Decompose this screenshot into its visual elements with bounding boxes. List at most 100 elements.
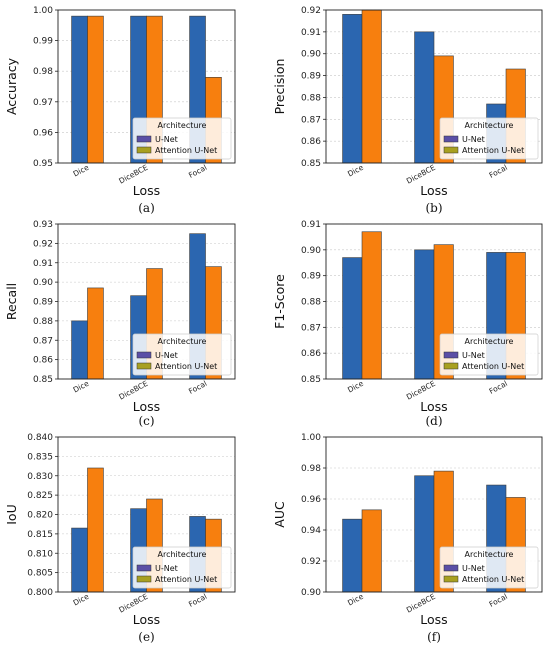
legend-entry: U-Net xyxy=(155,564,178,573)
y-tick-label: 0.92 xyxy=(33,239,53,249)
legend-title: Architecture xyxy=(465,121,514,130)
bar-unet-dice xyxy=(71,527,88,593)
legend-swatch xyxy=(443,362,459,370)
legend-swatch xyxy=(136,564,152,572)
legend-entry: U-Net xyxy=(155,135,178,144)
x-tick-label: Dice xyxy=(346,163,365,179)
y-tick-label: 0.86 xyxy=(301,349,321,359)
y-axis-label: AUC xyxy=(272,501,287,528)
x-tick-label: Dice xyxy=(346,592,365,608)
y-tick-label: 0.800 xyxy=(27,588,53,598)
y-tick-label: 0.87 xyxy=(301,323,321,333)
legend-swatch xyxy=(136,146,152,154)
x-tick-label: Dice xyxy=(72,592,91,608)
legend-title: Architecture xyxy=(465,337,514,346)
bar-unet-dicebce xyxy=(414,31,435,164)
x-axis-label: Loss xyxy=(133,612,160,627)
panel-caption: (e) xyxy=(138,630,154,644)
bar-attention-unet-dice xyxy=(361,509,382,593)
y-tick-label: 0.840 xyxy=(27,433,53,443)
x-tick-label: Dice xyxy=(72,163,91,179)
y-axis-label: IoU xyxy=(4,504,19,524)
y-tick-label: 0.87 xyxy=(33,336,53,346)
legend-box xyxy=(132,546,232,589)
y-tick-label: 0.86 xyxy=(33,356,53,366)
legend-title: Architecture xyxy=(465,550,514,559)
y-tick-label: 0.90 xyxy=(301,246,321,256)
legend-title: Architecture xyxy=(158,121,207,130)
y-tick-label: 0.89 xyxy=(301,72,321,82)
x-tick-label: Focal xyxy=(488,379,509,396)
x-axis-label: Loss xyxy=(133,183,160,198)
bar-attention-unet-dice xyxy=(87,287,104,380)
legend-swatch xyxy=(443,351,459,359)
y-tick-label: 0.94 xyxy=(301,526,321,536)
y-tick-label: 0.88 xyxy=(33,317,53,327)
bar-unet-dicebce xyxy=(414,249,435,380)
legend-swatch xyxy=(443,575,459,583)
bar-unet-dice xyxy=(342,518,363,593)
y-tick-label: 1.00 xyxy=(33,6,53,16)
panel-caption: (d) xyxy=(425,414,442,428)
legend-swatch xyxy=(136,362,152,370)
legend-swatch xyxy=(443,135,459,143)
legend-entry: U-Net xyxy=(462,564,485,573)
x-tick-label: Dice xyxy=(346,379,365,395)
legend-box xyxy=(439,333,539,376)
x-tick-label: Focal xyxy=(488,163,509,180)
y-tick-label: 0.810 xyxy=(27,549,53,559)
y-tick-label: 0.90 xyxy=(301,588,321,598)
y-tick-label: 0.89 xyxy=(301,272,321,282)
y-tick-label: 0.85 xyxy=(301,159,321,169)
legend-entry: Attention U-Net xyxy=(462,575,524,584)
y-tick-label: 0.91 xyxy=(301,220,321,230)
legend: Architecture U-Net Attention U-Net xyxy=(132,546,232,589)
y-tick-label: 0.91 xyxy=(33,259,53,269)
y-tick-label: 0.90 xyxy=(33,278,53,288)
legend-entry: Attention U-Net xyxy=(155,146,217,155)
y-tick-label: 0.815 xyxy=(27,530,53,540)
legend-entry: U-Net xyxy=(155,351,178,360)
y-tick-label: 0.96 xyxy=(33,128,53,138)
legend-entry: Attention U-Net xyxy=(462,146,524,155)
y-tick-label: 0.88 xyxy=(301,93,321,103)
panel-caption: (f) xyxy=(427,630,441,644)
panel-caption: (c) xyxy=(138,414,154,428)
legend-entry: Attention U-Net xyxy=(155,362,217,371)
y-tick-label: 1.00 xyxy=(301,433,321,443)
y-tick-label: 0.97 xyxy=(33,98,53,108)
y-axis-label: Precision xyxy=(272,59,287,115)
y-tick-label: 0.805 xyxy=(27,569,53,579)
y-axis-label: Recall xyxy=(4,283,19,320)
legend-entry: Attention U-Net xyxy=(462,362,524,371)
chart-panel-3: 0.85 0.86 0.87 0.88 0.89 0.90 0.91 0.92 0.93 Dice… xyxy=(4,220,236,428)
legend: Architecture U-Net Attention U-Net xyxy=(439,546,539,589)
y-tick-label: 0.87 xyxy=(301,115,321,125)
legend-swatch xyxy=(136,575,152,583)
y-tick-label: 0.90 xyxy=(301,50,321,60)
legend-box xyxy=(132,117,232,160)
y-axis-label: Accuracy xyxy=(4,57,19,115)
plot-frame xyxy=(57,436,236,593)
y-tick-label: 0.93 xyxy=(33,220,53,230)
legend-box xyxy=(132,333,232,376)
bar-unet-dice xyxy=(71,15,88,164)
y-tick-label: 0.92 xyxy=(301,6,321,16)
x-axis-label: Loss xyxy=(420,183,447,198)
plot-frame xyxy=(325,223,543,380)
y-axis-label: F1-Score xyxy=(272,274,287,329)
bar-attention-unet-dice xyxy=(361,9,382,164)
y-tick-label: 0.98 xyxy=(301,464,321,474)
plot-frame xyxy=(325,436,543,593)
legend-entry: Attention U-Net xyxy=(155,575,217,584)
bar-attention-unet-dice xyxy=(87,15,104,164)
y-tick-label: 0.85 xyxy=(301,375,321,385)
legend-swatch xyxy=(136,135,152,143)
legend-swatch xyxy=(443,146,459,154)
legend-entry: U-Net xyxy=(462,351,485,360)
legend: Architecture U-Net Attention U-Net xyxy=(132,117,232,160)
y-tick-label: 0.99 xyxy=(33,37,53,47)
